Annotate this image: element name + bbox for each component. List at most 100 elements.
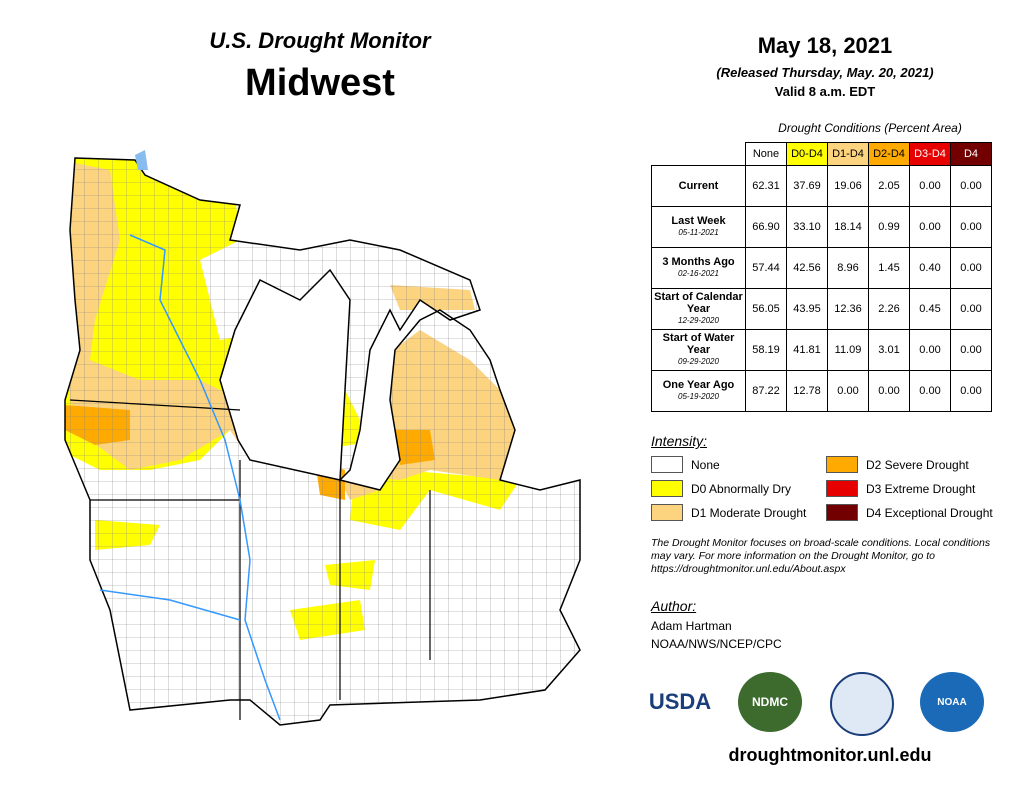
row-name: 3 Months Ago	[662, 256, 735, 268]
title: U.S. Drought Monitor	[209, 28, 431, 53]
cell: 0.00	[950, 247, 992, 289]
note: The Drought Monitor focuses on broad-sca…	[651, 537, 991, 575]
legend-item: None	[651, 456, 720, 473]
logo: USDA	[648, 689, 712, 714]
legend-swatch	[651, 480, 683, 497]
column-header: D1-D4	[827, 142, 869, 166]
region: Midwest	[245, 62, 395, 104]
legend-swatch	[651, 504, 683, 521]
cell: 0.40	[909, 247, 951, 289]
valid: Valid 8 a.m. EDT	[774, 84, 876, 99]
cell: 12.78	[786, 370, 828, 412]
cell: 66.90	[745, 206, 787, 248]
cell: 41.81	[786, 329, 828, 371]
row-name: One Year Ago	[662, 379, 735, 391]
legend-item: D1 Moderate Drought	[651, 504, 806, 521]
legend-label: D4 Exceptional Drought	[866, 505, 993, 520]
lake	[135, 150, 148, 170]
legend-label: D1 Moderate Drought	[691, 505, 807, 520]
cell: 8.96	[827, 247, 869, 289]
table-row: Last Week 05-11-2021 66.90 33.10 18.14 0.99 0.…	[651, 206, 992, 248]
cell: 0.00	[868, 370, 910, 412]
table-row: Current 62.31 37.69 19.06 2.05 0.00 0.00	[651, 165, 992, 207]
column-header: D3-D4	[909, 142, 951, 166]
cell: 0.00	[909, 165, 951, 207]
cell: 0.00	[950, 206, 992, 248]
legend-title: Intensity:	[651, 433, 708, 449]
author-label: Author:	[651, 598, 697, 614]
cell: 0.00	[909, 370, 951, 412]
row-label: Start of Calendar Year 12-29-2020	[651, 288, 746, 330]
row-name: Start of Water Year	[662, 332, 735, 356]
cell: 0.00	[827, 370, 869, 412]
cell: 2.26	[868, 288, 910, 330]
logo	[830, 672, 894, 736]
cell: 11.09	[827, 329, 869, 371]
row-date: 09-29-2020	[678, 357, 719, 366]
legend-swatch	[651, 456, 683, 473]
logo: NDMC	[738, 672, 802, 732]
cell: 0.00	[909, 329, 951, 371]
table-row: Start of Water Year 09-29-2020 58.19 41.81 1…	[651, 329, 992, 371]
header-row: None D0-D4 D1-D4 D2-D4 D3-D4 D4	[652, 142, 992, 166]
corner	[652, 143, 746, 166]
cell: 0.00	[950, 329, 992, 371]
logo: NOAA	[920, 672, 984, 732]
row-label: Current	[651, 165, 746, 207]
cell: 18.14	[827, 206, 869, 248]
row-label: Start of Water Year 09-29-2020	[651, 329, 746, 371]
legend-label: D2 Severe Drought	[866, 457, 969, 472]
row-date: 05-19-2020	[678, 392, 719, 401]
region-outline	[64, 157, 581, 726]
legend-label: D3 Extreme Drought	[866, 481, 976, 496]
row-label: One Year Ago 05-19-2020	[651, 370, 746, 412]
date: May 18, 2021	[757, 33, 893, 58]
cell: 0.00	[950, 288, 992, 330]
state-borders	[69, 329, 431, 720]
row-date: 02-16-2021	[678, 269, 719, 278]
row-date: 05-11-2021	[678, 228, 719, 237]
cell: 19.06	[827, 165, 869, 207]
cell: 0.00	[950, 370, 992, 412]
legend-item: D2 Severe Drought	[826, 456, 969, 473]
legend-item: D3 Extreme Drought	[826, 480, 975, 497]
cell: 87.22	[745, 370, 787, 412]
legend-label: D0 Abnormally Dry	[691, 481, 792, 496]
cell: 1.45	[868, 247, 910, 289]
cell: 0.99	[868, 206, 910, 248]
row-date: 12-29-2020	[678, 316, 719, 325]
legend-swatch	[826, 480, 858, 497]
row-label: Last Week 05-11-2021	[651, 206, 746, 248]
column-header: D4	[950, 142, 992, 166]
cell: 12.36	[827, 288, 869, 330]
column-header: D0-D4	[786, 142, 828, 166]
cell: 56.05	[745, 288, 787, 330]
legend-swatch	[826, 504, 858, 521]
column-header: None	[745, 142, 787, 166]
river	[99, 589, 241, 621]
table-row: 3 Months Ago 02-16-2021 57.44 42.56 8.96 1.45…	[651, 247, 992, 289]
river	[129, 234, 281, 721]
cell: 33.10	[786, 206, 828, 248]
legend-label: None	[691, 457, 720, 472]
table-row: Start of Calendar Year 12-29-2020 56.05 43.…	[651, 288, 992, 330]
row-name: Current	[678, 180, 719, 192]
cell: 42.56	[786, 247, 828, 289]
table-row: One Year Ago 05-19-2020 87.22 12.78 0.00 0.00…	[651, 370, 992, 412]
released: (Released Thursday, May. 20, 2021)	[716, 65, 934, 80]
author-org: NOAA/NWS/NCEP/CPC	[651, 637, 782, 651]
column-header: D2-D4	[868, 142, 910, 166]
drought-areas	[65, 158, 580, 725]
url: droughtmonitor.unl.edu	[728, 745, 932, 765]
cell: 58.19	[745, 329, 787, 371]
row-label: 3 Months Ago 02-16-2021	[651, 247, 746, 289]
cell: 0.00	[950, 165, 992, 207]
cell: 62.31	[745, 165, 787, 207]
legend-item: D4 Exceptional Drought	[826, 504, 993, 521]
author-name: Adam Hartman	[651, 619, 732, 633]
legend-item: D0 Abnormally Dry	[651, 480, 791, 497]
legend-swatch	[826, 456, 858, 473]
cell: 2.05	[868, 165, 910, 207]
cell: 43.95	[786, 288, 828, 330]
